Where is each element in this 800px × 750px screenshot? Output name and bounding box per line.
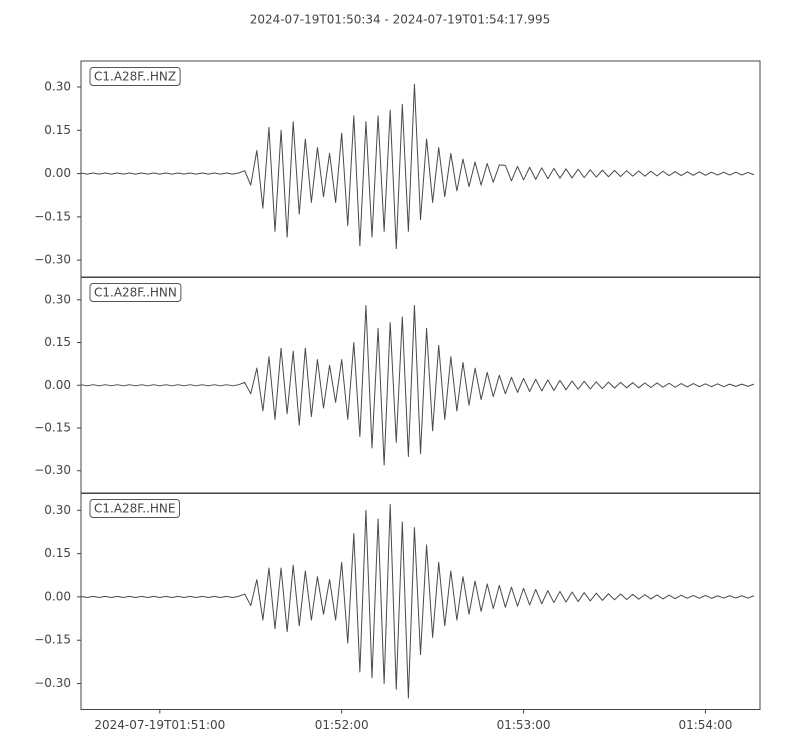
trace-label-box — [89, 283, 182, 302]
y-tick-label: −0.30 — [34, 676, 71, 690]
y-tick-label: 0.30 — [44, 79, 71, 93]
x-tick-label: 2024-07-19T01:51:00 — [94, 718, 225, 732]
y-tick-label: 0.15 — [44, 546, 71, 560]
trace-label-box — [89, 499, 180, 518]
x-tick-label: 01:53:00 — [497, 718, 551, 732]
figure-title: 2024-07-19T01:50:34 - 2024-07-19T01:54:1… — [250, 13, 551, 27]
y-tick-label: 0.30 — [44, 503, 71, 517]
y-tick-label: 0.15 — [44, 123, 71, 137]
waveform — [80, 83, 755, 250]
waveform — [80, 504, 755, 699]
y-tick-label: −0.30 — [34, 463, 71, 477]
panel-frame — [80, 492, 761, 710]
y-tick-label: 0.00 — [44, 589, 71, 603]
x-tick-label: 01:54:00 — [678, 718, 732, 732]
waveform — [80, 304, 755, 466]
y-tick-label: −0.30 — [34, 253, 71, 267]
trace-label-box — [89, 67, 181, 86]
trace-label: C1.A28F..HNZ — [94, 70, 176, 84]
trace-label: C1.A28F..HNE — [94, 502, 176, 516]
y-tick-label: 0.00 — [44, 378, 71, 392]
y-tick-label: −0.15 — [34, 209, 71, 223]
y-tick-label: −0.15 — [34, 633, 71, 647]
y-tick-label: 0.00 — [44, 166, 71, 180]
y-tick-label: −0.15 — [34, 420, 71, 434]
x-tick-label: 01:52:00 — [315, 718, 369, 732]
y-tick-label: 0.15 — [44, 335, 71, 349]
y-tick-label: 0.30 — [44, 292, 71, 306]
panel-frame — [80, 60, 761, 278]
trace-label: C1.A28F..HNN — [94, 286, 177, 300]
